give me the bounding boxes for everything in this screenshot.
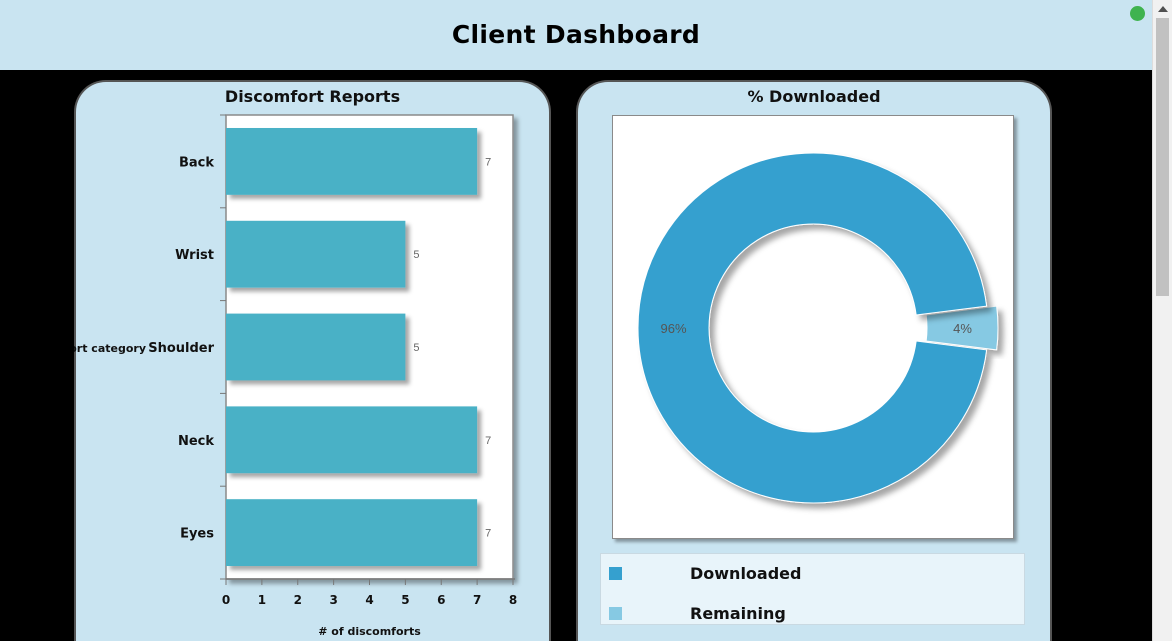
- legend-swatch-remaining: [609, 607, 622, 620]
- category-label-wrist: Wrist: [175, 248, 214, 263]
- downloaded-donut-chart: 4% 96%: [612, 115, 1014, 539]
- category-label-eyes: Eyes: [180, 527, 214, 542]
- category-label-neck: Neck: [178, 434, 214, 449]
- bar-value-shoulder: 5: [413, 342, 419, 354]
- legend-item-downloaded[interactable]: Downloaded: [601, 562, 1024, 586]
- donut-label-downloaded: 96%: [660, 321, 686, 336]
- category-label-back: Back: [179, 155, 214, 170]
- x-tick-label: 2: [294, 593, 302, 607]
- discomfort-bar-chart: Back 7 Wrist 5 Shoulder 5 Neck 7 Eyes 7 0 1 2 3 4 5 6 7 8 #…: [74, 114, 517, 638]
- header-bar: Client Dashboard: [0, 0, 1152, 70]
- status-indicator-icon: [1130, 6, 1145, 21]
- bar-shoulder: [226, 313, 406, 381]
- x-tick-label: 6: [437, 593, 445, 607]
- bar-value-wrist: 5: [413, 249, 419, 261]
- y-axis-title: Discomfort category: [74, 342, 146, 355]
- bar-value-back: 7: [485, 156, 491, 168]
- bar-back: [226, 127, 478, 195]
- bar-wrist: [226, 220, 406, 288]
- donut-slice-downloaded: [637, 152, 988, 504]
- page-title: Client Dashboard: [451, 20, 701, 49]
- legend-swatch-downloaded: [609, 567, 622, 580]
- x-axis-title: # of discomforts: [318, 625, 421, 638]
- x-tick-label: 7: [473, 593, 481, 607]
- legend-item-remaining[interactable]: Remaining: [601, 602, 1024, 626]
- discomfort-chart-title: Discomfort Reports: [224, 87, 401, 106]
- x-tick-label: 5: [401, 593, 409, 607]
- donut-chart-canvas: 4% 96%: [637, 152, 999, 504]
- bar-value-eyes: 7: [485, 528, 491, 540]
- x-tick-label: 0: [222, 593, 230, 607]
- vertical-scrollbar[interactable]: [1152, 0, 1172, 641]
- bar-neck: [226, 406, 478, 474]
- legend-label-remaining: Remaining: [690, 604, 786, 623]
- x-tick-label: 1: [258, 593, 266, 607]
- x-tick-label: 4: [365, 593, 373, 607]
- donut-label-remaining: 4%: [953, 321, 972, 336]
- downloaded-chart-title: % Downloaded: [747, 87, 881, 106]
- scrollbar-thumb[interactable]: [1156, 18, 1169, 296]
- x-tick-label: 8: [509, 593, 517, 607]
- donut-legend: Downloaded Remaining: [600, 553, 1025, 625]
- scroll-up-arrow-icon[interactable]: [1158, 6, 1168, 12]
- bar-value-neck: 7: [485, 435, 491, 447]
- bar-eyes: [226, 499, 478, 567]
- legend-label-downloaded: Downloaded: [690, 564, 802, 583]
- donut-slice-remaining: [925, 305, 999, 351]
- x-tick-label: 3: [329, 593, 337, 607]
- category-label-shoulder: Shoulder: [148, 341, 214, 356]
